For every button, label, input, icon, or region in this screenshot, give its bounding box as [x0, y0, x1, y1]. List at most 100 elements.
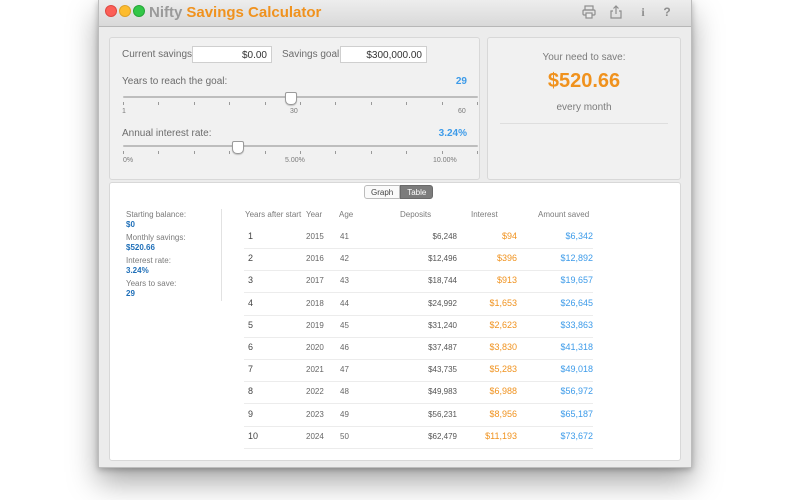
current-savings-field[interactable]: $0.00 — [192, 46, 272, 63]
cell-deposits: $62,479 — [428, 431, 457, 441]
cell-years-after-start: 9 — [248, 408, 254, 419]
cell-year: 2016 — [306, 254, 324, 264]
share-icon[interactable] — [607, 3, 625, 21]
cell-age: 43 — [340, 276, 349, 286]
interest-slider-thumb[interactable] — [232, 141, 245, 154]
years-label: Years to reach the goal: — [122, 76, 228, 87]
starting-balance-value: $0 — [126, 220, 135, 229]
cell-amount-saved: $41,318 — [560, 342, 593, 352]
cell-years-after-start: 4 — [248, 297, 254, 308]
savings-goal-label: Savings goal: — [282, 49, 343, 60]
view-toggle: Graph Table — [364, 185, 434, 199]
interest-slider-tick — [158, 151, 160, 154]
cell-years-after-start: 5 — [248, 319, 254, 330]
cell-age: 46 — [340, 343, 349, 352]
years-tick-mid: 30 — [290, 108, 298, 115]
interest-label: Annual interest rate: — [122, 128, 212, 139]
years-slider-tick — [335, 102, 337, 105]
app-title-prefix: Nifty — [149, 4, 183, 21]
result-divider — [500, 123, 668, 124]
cell-amount-saved: $49,018 — [560, 364, 593, 375]
table-row: 3 2017 43 $18,744 $913 $19,657 — [244, 270, 593, 294]
cell-deposits: $12,496 — [428, 254, 457, 264]
interest-slider-track[interactable] — [123, 145, 478, 147]
years-value: 29 — [455, 76, 467, 87]
years-slider-tick — [158, 102, 160, 105]
cell-interest: $6,988 — [489, 386, 517, 397]
years-slider-tick — [264, 102, 266, 105]
cell-interest: $3,830 — [489, 342, 517, 352]
zoom-window-button[interactable] — [133, 5, 145, 17]
years-slider-tick — [477, 102, 478, 105]
result-period: every month — [556, 102, 612, 113]
cell-age: 47 — [340, 365, 349, 375]
interest-slider-tick — [370, 151, 372, 154]
table-tab[interactable]: Table — [400, 185, 434, 199]
print-icon[interactable] — [580, 3, 598, 21]
current-savings-label: Current savings: — [122, 49, 195, 60]
cell-amount-saved: $12,892 — [560, 253, 593, 264]
schedule-panel: Graph Table Starting balance: $0 Monthly… — [109, 182, 681, 461]
cell-deposits: $43,735 — [428, 365, 457, 375]
result-panel: Your need to save: $520.66 every month — [487, 37, 681, 180]
cell-age: 44 — [340, 298, 349, 308]
interest-slider-tick — [406, 151, 408, 154]
minimize-window-button[interactable] — [119, 5, 131, 17]
table-row: 4 2018 44 $24,992 $1,653 $26,645 — [244, 293, 593, 316]
cell-deposits: $37,487 — [428, 343, 457, 352]
cell-age: 45 — [340, 320, 349, 330]
cell-deposits: $49,983 — [428, 387, 457, 397]
col-header-deposits: Deposits — [400, 210, 432, 219]
table-row: 7 2021 47 $43,735 $5,283 $49,018 — [244, 359, 593, 383]
col-header-year: Year — [306, 210, 323, 219]
cell-years-after-start: 1 — [248, 231, 254, 241]
interest-slider-tick — [441, 151, 443, 154]
years-tick-max: 60 — [458, 108, 466, 115]
cell-years-after-start: 7 — [248, 364, 254, 375]
cell-amount-saved: $6,342 — [565, 231, 593, 241]
cell-deposits: $18,744 — [428, 276, 457, 286]
app-title-main: Savings Calculator — [186, 4, 322, 21]
cell-interest: $8,956 — [489, 408, 517, 419]
help-icon[interactable]: ? — [663, 5, 671, 19]
cell-year: 2022 — [306, 387, 324, 397]
inputs-panel: Current savings: $0.00 Savings goal: $30… — [109, 37, 480, 180]
cell-interest: $1,653 — [489, 297, 517, 308]
cell-interest: $913 — [496, 275, 517, 286]
savings-goal-field[interactable]: $300,000.00 — [340, 46, 427, 63]
col-header-amount-saved: Amount saved — [538, 210, 590, 219]
table-row: 8 2022 48 $49,983 $6,988 $56,972 — [244, 381, 593, 405]
years-slider-thumb[interactable] — [285, 92, 298, 105]
cell-year: 2015 — [306, 232, 324, 241]
interest-slider-tick — [477, 151, 478, 154]
col-header-interest: Interest — [471, 210, 498, 219]
years-to-save-value: 29 — [126, 289, 135, 298]
col-header-years-after-start: Years after start — [245, 210, 302, 219]
cell-amount-saved: $65,187 — [560, 408, 593, 419]
cell-year: 2017 — [306, 276, 324, 286]
years-slider-tick — [441, 102, 443, 105]
info-icon[interactable]: i — [641, 5, 645, 19]
cell-age: 48 — [340, 387, 349, 397]
graph-tab[interactable]: Graph — [364, 185, 401, 199]
cell-age: 41 — [340, 232, 349, 241]
cell-interest: $11,193 — [485, 430, 517, 441]
interest-slider-tick — [229, 151, 231, 154]
interest-slider-tick — [264, 151, 266, 154]
interest-slider-tick — [335, 151, 337, 154]
app-window: Nifty Savings Calculator i ? Current savi… — [98, 0, 692, 468]
close-window-button[interactable] — [105, 5, 117, 17]
years-slider-tick — [406, 102, 408, 105]
cell-age: 49 — [340, 409, 349, 419]
years-slider-track[interactable] — [123, 96, 478, 98]
interest-slider-tick — [123, 151, 124, 154]
summary-divider — [221, 209, 222, 301]
monthly-amount: $520.66 — [547, 70, 621, 92]
interest-slider-tick — [300, 151, 301, 154]
interest-tick-mid: 5.00% — [285, 157, 305, 164]
cell-years-after-start: 2 — [248, 253, 254, 264]
cell-years-after-start: 8 — [248, 386, 254, 397]
cell-year: 2018 — [306, 298, 324, 308]
interest-rate-value: 3.24% — [126, 266, 149, 275]
cell-year: 2024 — [306, 431, 324, 441]
